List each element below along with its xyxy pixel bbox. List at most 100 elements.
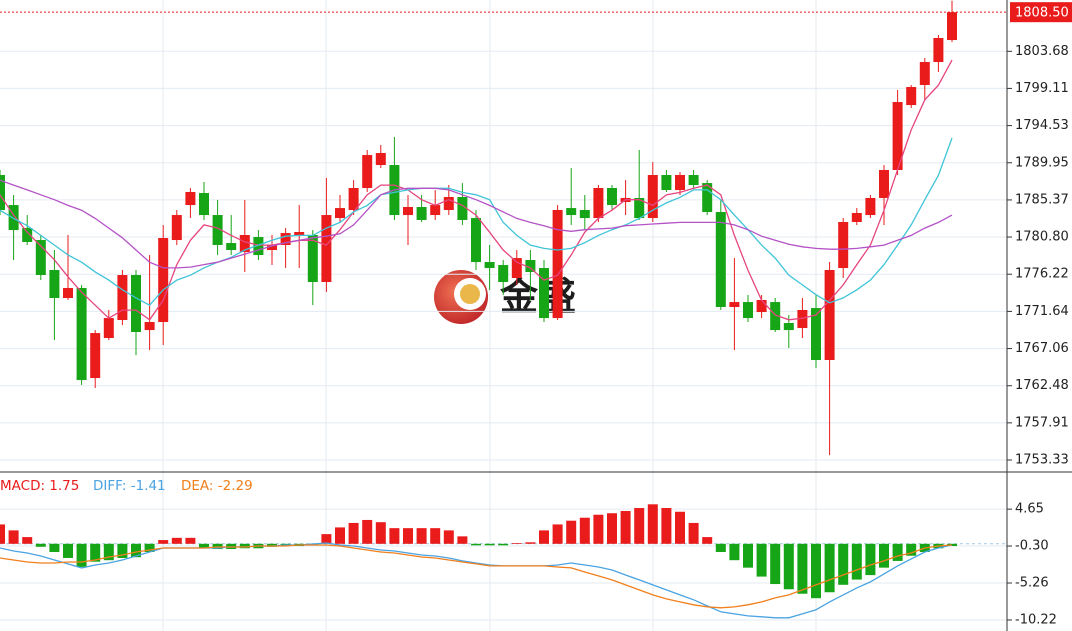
candle-body (675, 175, 685, 191)
candle-body (566, 208, 577, 216)
candle-body (90, 333, 101, 379)
macd-bar (430, 528, 441, 544)
candle-body (131, 275, 141, 333)
y-tick-label: 1785.37 (1015, 192, 1069, 207)
y-tick-label: 1753.33 (1015, 453, 1069, 468)
macd-bar (63, 543, 73, 558)
macd-bar (49, 543, 60, 552)
candle-body (919, 62, 930, 85)
moving-average-line (0, 137, 953, 307)
candle-body (634, 197, 645, 219)
macd-bar (362, 519, 373, 544)
legend-entry: MACD: 1.75 (0, 478, 79, 494)
macd-bar (267, 543, 277, 547)
macd-bar (0, 524, 5, 544)
y-tick-label: 1780.80 (1015, 230, 1069, 245)
candle-body (933, 37, 944, 63)
macd-bar (892, 543, 903, 561)
macd-bar (634, 508, 645, 544)
last-price-label: 1808.50 (1015, 6, 1069, 21)
macd-bar (851, 543, 862, 580)
candle-body (403, 206, 413, 216)
candle-body (158, 238, 169, 323)
macd-bar (906, 543, 917, 556)
macd-line (0, 544, 953, 609)
legend-entry: DEA: -2.29 (181, 478, 253, 494)
candle-body (579, 209, 590, 219)
candle-body (647, 175, 658, 219)
candle-body (729, 302, 740, 308)
candle-body (199, 193, 209, 216)
macd-line (0, 542, 953, 619)
candle-body (22, 228, 33, 242)
candle-body (348, 188, 359, 210)
macd-bar (103, 543, 114, 561)
macd-bar (76, 543, 87, 567)
candle-body (253, 237, 264, 256)
macd-bar (879, 543, 889, 568)
macd-bar (797, 543, 808, 594)
moving-average-line (0, 59, 953, 321)
candle-body (593, 188, 604, 219)
candle-body (8, 205, 19, 231)
candle-body (539, 268, 549, 319)
candle-body (212, 215, 223, 245)
candle-body (362, 155, 373, 188)
candle-body (171, 215, 182, 241)
y-tick-label: 1776.22 (1015, 267, 1069, 282)
candle-body (879, 169, 889, 198)
candle-body (49, 269, 60, 298)
candle-body (267, 244, 277, 251)
macd-bar (416, 528, 427, 544)
candle-body (144, 322, 155, 331)
macd-bar (783, 543, 794, 590)
y-tick-label: 1767.06 (1015, 341, 1069, 356)
y-tick-label: -5.26 (1015, 576, 1049, 591)
macd-bar (158, 540, 169, 544)
candle-body (661, 175, 672, 191)
candle-body (743, 302, 753, 319)
candle-body (294, 231, 305, 235)
last-price-box (1010, 2, 1072, 23)
candle-body (335, 208, 345, 219)
y-tick-label: 1789.95 (1015, 155, 1069, 170)
macd-bar (729, 543, 740, 561)
logo-coin (460, 284, 480, 304)
macd-bar (375, 522, 386, 544)
macd-bar (144, 543, 155, 552)
candle-body (811, 308, 821, 361)
candle-body (375, 153, 386, 166)
candle-body (457, 197, 468, 220)
candle-body (824, 269, 835, 361)
y-tick-label: 1762.48 (1015, 378, 1069, 393)
y-tick-label: 1799.11 (1015, 81, 1069, 96)
y-tick-label: -10.22 (1015, 612, 1057, 627)
candle-body (307, 235, 318, 282)
macd-bar (811, 543, 821, 599)
candle-body (239, 235, 250, 253)
macd-bar (403, 528, 413, 544)
candle-body (484, 262, 495, 269)
time-grid (162, 0, 817, 631)
candle-body (185, 191, 196, 206)
candle-body (892, 102, 903, 170)
candle-body (103, 318, 114, 339)
candle-body (525, 260, 536, 273)
macd-bar (743, 543, 753, 568)
macd-bar (675, 511, 685, 544)
macd-bar (199, 543, 209, 549)
watermark-text: 金盛 (499, 275, 576, 319)
macd-bar (647, 504, 658, 544)
macd-bar (947, 543, 957, 547)
macd-bar (321, 534, 332, 544)
candle-body (947, 12, 957, 41)
macd-bar (620, 511, 631, 544)
macd-bar (131, 543, 141, 558)
candle-body (783, 322, 794, 331)
macd-bar (756, 543, 767, 577)
candle-body (770, 302, 781, 331)
macd-bar (443, 530, 454, 544)
macd-bar (688, 522, 699, 544)
candle-body (63, 288, 73, 298)
